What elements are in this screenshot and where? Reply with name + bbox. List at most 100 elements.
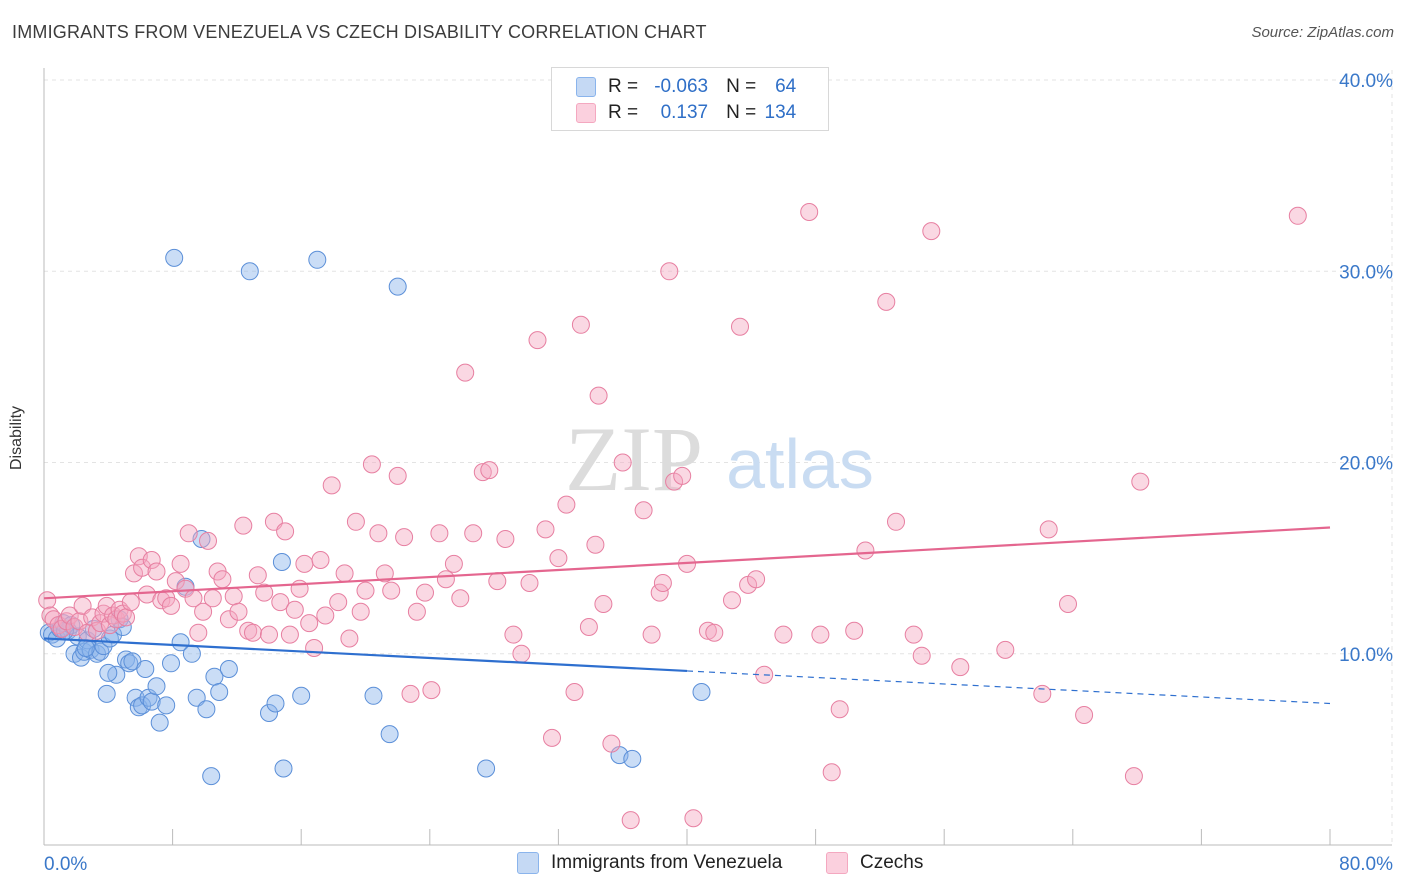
point-czechs xyxy=(213,570,232,589)
r-value: -0.063 xyxy=(654,76,709,97)
axes xyxy=(43,68,1392,846)
point-czechs xyxy=(877,292,896,311)
point-czechs xyxy=(142,551,161,569)
point-czechs xyxy=(305,639,324,657)
point-czechs xyxy=(290,579,309,598)
point-czechs xyxy=(300,614,319,633)
point-czechs xyxy=(912,646,931,665)
point-czechs xyxy=(800,203,819,221)
point-czechs xyxy=(1039,520,1058,539)
point-czechs xyxy=(543,728,561,747)
legend-label-venezuela: Immigrants from Venezuela xyxy=(551,852,783,873)
point-venezuela xyxy=(136,660,155,678)
point-czechs xyxy=(189,623,208,642)
point-czechs xyxy=(382,581,401,600)
point-czechs xyxy=(528,331,547,350)
r-label: R = xyxy=(608,76,639,97)
point-czechs xyxy=(602,734,621,753)
point-czechs xyxy=(684,809,703,828)
point-czechs xyxy=(856,541,875,560)
point-czechs xyxy=(589,386,608,405)
point-czechs xyxy=(276,522,295,541)
point-venezuela xyxy=(272,553,291,571)
point-czechs xyxy=(311,551,330,569)
n-label: N = xyxy=(726,102,757,123)
point-czechs xyxy=(1288,206,1307,225)
point-czechs xyxy=(488,572,507,591)
x-tick-label: 80.0% xyxy=(1339,854,1393,875)
point-czechs xyxy=(621,811,640,830)
point-venezuela xyxy=(120,654,139,673)
point-venezuela xyxy=(157,696,176,715)
point-czechs xyxy=(395,528,414,547)
point-czechs xyxy=(811,625,830,644)
n-value: 64 xyxy=(775,76,797,97)
correlation-legend: R = -0.063 N = 64 R = 0.137 N = 134 xyxy=(551,67,829,131)
point-czechs xyxy=(673,466,692,485)
trend-lines xyxy=(43,526,1331,705)
point-venezuela xyxy=(240,262,259,281)
point-czechs xyxy=(60,606,79,625)
point-czechs xyxy=(650,583,669,602)
legend-item-venezuela[interactable]: Immigrants from Venezuela xyxy=(517,852,782,874)
point-czechs xyxy=(922,222,941,241)
point-czechs xyxy=(255,583,274,602)
legend-row-czechs: R = 0.137 N = 134 xyxy=(576,100,796,126)
point-czechs xyxy=(351,602,370,621)
point-venezuela xyxy=(147,677,166,696)
point-czechs xyxy=(416,583,434,602)
legend-item-czechs[interactable]: Czechs xyxy=(826,852,923,874)
point-czechs xyxy=(731,317,749,336)
point-czechs xyxy=(557,495,576,514)
point-venezuela xyxy=(266,694,285,713)
point-czechs xyxy=(203,589,222,608)
n-value: 134 xyxy=(764,102,797,123)
point-venezuela xyxy=(274,759,293,778)
point-czechs xyxy=(480,461,499,480)
point-czechs xyxy=(1131,472,1150,491)
point-czechs xyxy=(549,549,568,568)
point-czechs xyxy=(1033,684,1052,703)
watermark-atlas: atlas xyxy=(726,425,874,503)
point-czechs xyxy=(422,681,441,700)
y-tick-label: 40.0% xyxy=(1339,71,1393,92)
point-czechs xyxy=(1124,767,1143,786)
y-tick-label: 30.0% xyxy=(1339,262,1393,283)
point-czechs xyxy=(571,315,590,334)
point-czechs xyxy=(280,625,299,644)
point-venezuela xyxy=(162,654,180,673)
point-czechs xyxy=(199,531,217,550)
point-czechs xyxy=(512,644,531,663)
point-czechs xyxy=(401,684,420,703)
x-tick-label: 0.0% xyxy=(44,854,87,875)
point-venezuela xyxy=(692,683,711,701)
point-czechs xyxy=(194,602,213,621)
point-czechs xyxy=(430,524,449,543)
point-czechs xyxy=(179,524,198,543)
point-czechs xyxy=(830,700,849,719)
point-czechs xyxy=(356,581,375,600)
point-czechs xyxy=(407,602,426,621)
point-czechs xyxy=(121,593,140,612)
point-czechs xyxy=(244,623,262,642)
chart-title: IMMIGRANTS FROM VENEZUELA VS CZECH DISAB… xyxy=(12,22,707,42)
point-venezuela xyxy=(133,696,152,715)
point-czechs xyxy=(822,763,841,782)
point-czechs xyxy=(904,625,923,644)
point-venezuela xyxy=(380,725,399,744)
point-czechs xyxy=(586,535,605,554)
point-czechs xyxy=(496,530,515,548)
legend-label-czechs: Czechs xyxy=(860,852,924,873)
legend-swatch-venezuela xyxy=(576,77,596,97)
r-label: R = xyxy=(608,102,639,123)
data-points xyxy=(38,203,1307,830)
y-tick-label: 10.0% xyxy=(1339,645,1393,666)
point-venezuela xyxy=(210,683,229,701)
point-czechs xyxy=(456,363,475,382)
point-czechs xyxy=(660,262,679,281)
legend-swatch-czechs xyxy=(826,852,848,874)
point-venezuela xyxy=(623,749,642,768)
point-venezuela xyxy=(477,759,496,778)
source-credit: Source: ZipAtlas.com xyxy=(1251,24,1394,41)
